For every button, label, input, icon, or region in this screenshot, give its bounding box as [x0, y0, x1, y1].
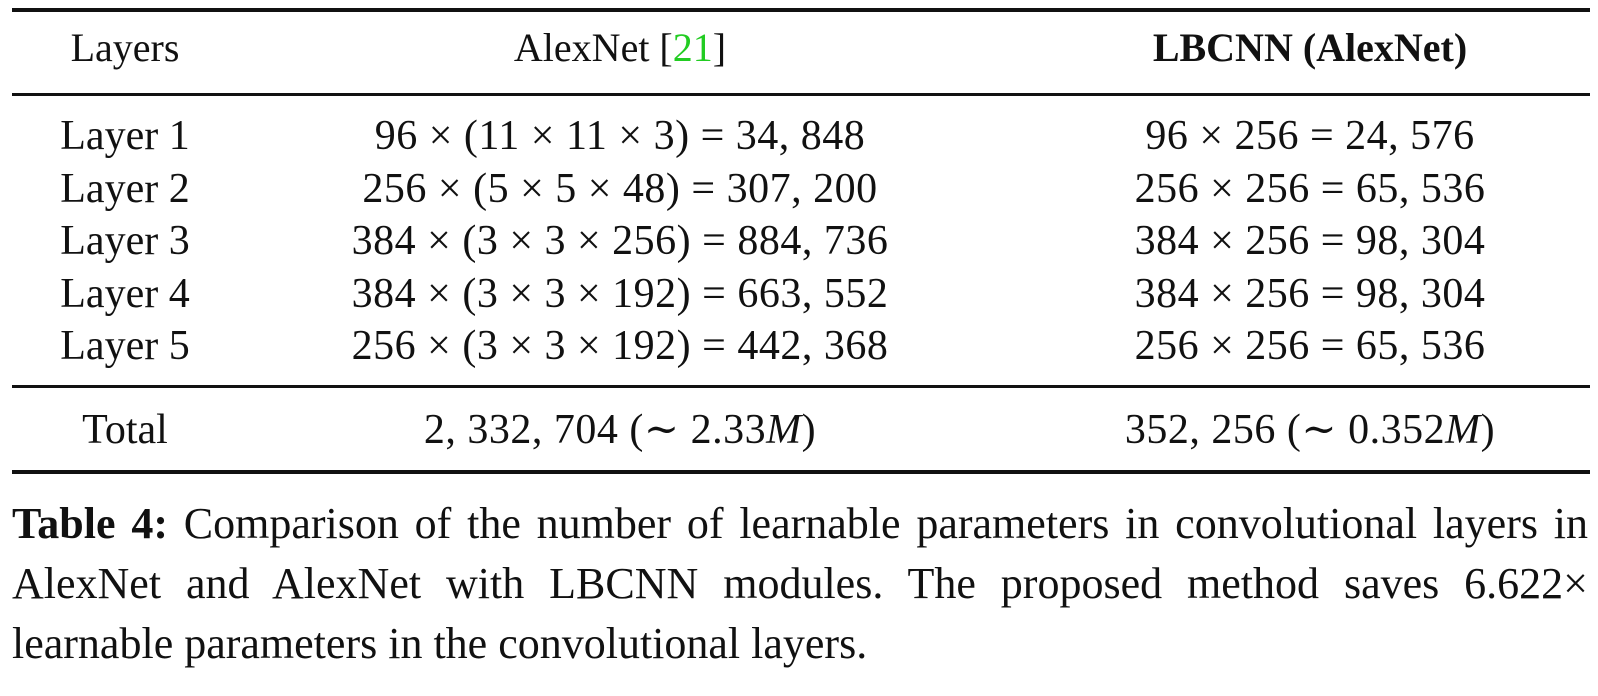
- total-alexnet-unit: M: [766, 407, 802, 453]
- header-alexnet-bracket: ]: [712, 25, 727, 70]
- citation-link[interactable]: 21: [672, 25, 713, 70]
- lbcnn-params: 256 × 256 = 65, 536: [1134, 165, 1486, 212]
- lbcnn-params: 384 × 256 = 98, 304: [1134, 218, 1486, 264]
- layer-label: Layer 2: [60, 165, 190, 212]
- header-rule: [12, 93, 1590, 96]
- total-alexnet: 2, 332, 704 (∼ 2.33M): [220, 404, 1020, 456]
- layer-label: Layer 1: [60, 113, 190, 159]
- layer-label: Layer 4: [60, 270, 190, 317]
- header-alexnet-label: AlexNet [: [513, 25, 673, 70]
- total-lbcnn-close: ): [1480, 407, 1496, 453]
- bottom-rule: [12, 470, 1590, 474]
- total-alexnet-value: 2, 332, 704 (∼ 2.33: [423, 407, 767, 453]
- alexnet-params: 384 × (3 × 3 × 192) = 663, 552: [351, 270, 889, 317]
- lbcnn-params: 384 × 256 = 98, 304: [1134, 270, 1486, 317]
- caption-label: Table 4:: [12, 499, 168, 548]
- table-row: Layer 2 256 × (5 × 5 × 48) = 307, 200 256 …: [0, 163, 1598, 215]
- total-row: Total 2, 332, 704 (∼ 2.33M) 352, 256 (∼ …: [0, 404, 1598, 456]
- lbcnn-params: 256 × 256 = 65, 536: [1134, 323, 1486, 369]
- header-lbcnn: LBCNN (AlexNet): [1152, 25, 1468, 70]
- caption-text: Comparison of the number of learnable pa…: [12, 499, 1588, 668]
- top-rule: [12, 8, 1590, 12]
- table-caption: Table 4: Comparison of the number of lea…: [12, 494, 1588, 674]
- table-row: Layer 3 384 × (3 × 3 × 256) = 884, 736 384…: [0, 215, 1598, 267]
- alexnet-params: 256 × (3 × 3 × 192) = 442, 368: [351, 323, 889, 369]
- layer-label: Layer 3: [60, 218, 190, 264]
- layer-label: Layer 5: [60, 323, 190, 369]
- header-alexnet: AlexNet [21]: [220, 22, 1020, 74]
- alexnet-params: 384 × (3 × 3 × 256) = 884, 736: [351, 218, 889, 264]
- alexnet-params: 96 × (11 × 11 × 3) = 34, 848: [374, 113, 866, 159]
- table-row: Layer 5 256 × (3 × 3 × 192) = 442, 368 256…: [0, 320, 1598, 372]
- table-row: Layer 1 96 × (11 × 11 × 3) = 34, 848 96 × …: [0, 110, 1598, 162]
- table-header-row: Layers AlexNet [21] LBCNN (AlexNet): [0, 22, 1598, 74]
- total-rule: [12, 385, 1590, 388]
- header-layers: Layers: [70, 25, 180, 70]
- total-lbcnn: 352, 256 (∼ 0.352M): [1020, 404, 1598, 456]
- table-row: Layer 4 384 × (3 × 3 × 192) = 663, 552 384…: [0, 268, 1598, 320]
- total-lbcnn-unit: M: [1445, 407, 1481, 453]
- lbcnn-params: 96 × 256 = 24, 576: [1145, 113, 1475, 159]
- alexnet-params: 256 × (5 × 5 × 48) = 307, 200: [362, 165, 878, 212]
- total-alexnet-close: ): [801, 407, 817, 453]
- total-lbcnn-value: 352, 256 (∼ 0.352: [1124, 407, 1446, 453]
- total-label: Total: [82, 407, 168, 453]
